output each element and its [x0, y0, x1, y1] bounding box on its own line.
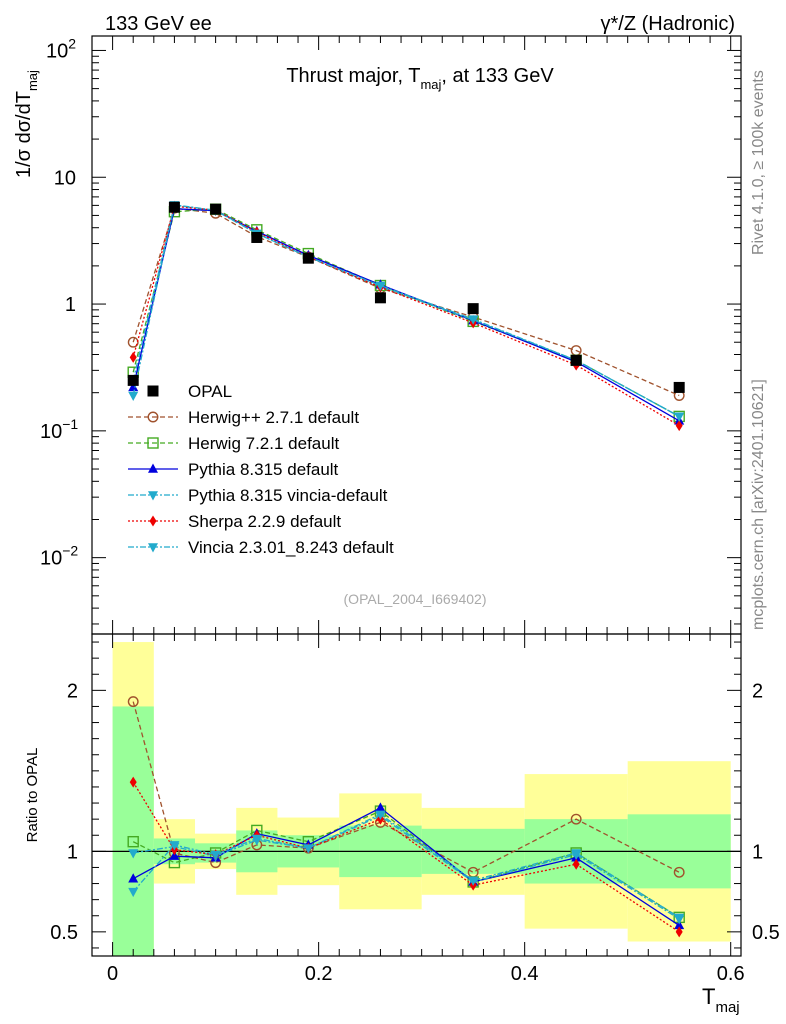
ratio-y-tick-label-right: 1 [752, 841, 763, 863]
main-y-tick-label: 10 [54, 167, 76, 189]
main-data-point [467, 303, 479, 315]
x-tick-label: 0.4 [511, 963, 539, 985]
legend-label: OPAL [188, 382, 232, 401]
legend-label: Herwig++ 2.7.1 default [188, 408, 359, 427]
ratio-series-2-point [128, 873, 139, 883]
legend-label: Herwig 7.2.1 default [188, 434, 339, 453]
main-data-point [374, 292, 386, 304]
main-series-5-point [375, 281, 386, 292]
main-series-4-point [129, 351, 137, 363]
x-axis-label: Tmaj [702, 984, 740, 1016]
ratio-series-0-point [570, 813, 582, 825]
ratio-y-axis-label: Ratio to OPAL [24, 748, 41, 843]
main-series-2-point [128, 381, 139, 392]
ratio-panel-series [127, 696, 685, 938]
ratio-series-line-4 [132, 781, 680, 933]
legend-marker [148, 463, 158, 473]
chart-title: Thrust major, Tmaj, at 133 GeV [286, 65, 554, 92]
main-data-point [168, 201, 180, 213]
header-left-label: 133 GeV ee [105, 13, 212, 35]
ratio-y-tick-label-right: 0.5 [752, 922, 780, 944]
header-right-label: γ*/Z (Hadronic) [601, 13, 735, 35]
ratio-y-tick-label: 2 [67, 680, 78, 702]
ratio-series-3-point [128, 849, 139, 859]
legend-marker [148, 491, 158, 501]
ratio-series-5-point [375, 810, 386, 820]
main-series-line-1 [132, 208, 680, 417]
ratio-series-5-point [251, 834, 262, 844]
legend-label: Sherpa 2.2.9 default [188, 512, 341, 531]
main-panel-series [127, 200, 685, 432]
legend-marker [147, 437, 159, 449]
main-data-point [302, 252, 314, 264]
legend-marker [149, 515, 157, 527]
legend-label: Pythia 8.315 default [188, 460, 339, 479]
main-series-4-point [675, 420, 683, 432]
ratio-series-5-point [674, 913, 685, 923]
main-series-5-point [468, 315, 479, 325]
main-y-axis-label: 1/σ dσ/dTmaj [13, 70, 40, 178]
ratio-series-5-point [210, 850, 221, 861]
x-tick-label: 0.2 [305, 963, 333, 985]
ratio-frame [91, 633, 742, 957]
main-data-point [210, 203, 222, 215]
ratio-y-tick-label-right: 2 [752, 680, 763, 702]
legend: OPAL Herwig++ 2.7.1 default Herwig 7.2.1 d… [128, 382, 394, 557]
ratio-series-2-point [169, 850, 180, 860]
ratio-y-tick-label: 0.5 [50, 922, 78, 944]
legend-marker [147, 411, 159, 423]
x-tick-label: 0 [107, 963, 118, 985]
main-y-tick-label: 10−2 [40, 543, 78, 570]
ratio-band-inner [112, 706, 154, 956]
mcplots-label: mcplots.cern.ch [arXiv:2401.10621] [750, 379, 767, 630]
ratio-series-5-point [571, 849, 582, 859]
ratio-series-5-point [468, 876, 479, 886]
ratio-series-4-point [129, 776, 137, 788]
main-y-tick-label: 10−1 [40, 416, 78, 443]
legend-label: Pythia 8.315 vincia-default [188, 486, 388, 505]
ratio-series-4-point [675, 926, 683, 938]
main-data-point [127, 374, 139, 386]
main-y-tick-label: 1 [65, 294, 76, 316]
ratio-series-4-point [572, 858, 580, 870]
ratio-series-0-point [673, 866, 685, 878]
ratio-y-tick-label: 1 [67, 841, 78, 863]
ratio-series-1-point [127, 835, 139, 848]
main-series-line-0 [132, 207, 680, 397]
main-data-point [251, 231, 263, 243]
main-series-5-point [128, 391, 139, 402]
ratio-series-2-point [674, 919, 685, 930]
legend-label: Vincia 2.3.01_8.243 default [188, 538, 394, 557]
analysis-watermark: (OPAL_2004_I669402) [344, 591, 487, 607]
ratio-series-0-point [127, 696, 139, 708]
main-y-tick-label: 102 [46, 35, 76, 62]
main-data-point [673, 381, 685, 393]
rivet-version-label: Rivet 4.1.0, ≥ 100k events [750, 70, 767, 255]
ratio-panel-axes: 0.5 0.5 1 1 2 2 0 0.2 0.4 0.6 [50, 633, 780, 985]
main-series-0-point [127, 336, 139, 348]
ratio-series-5-point [128, 887, 139, 898]
legend-marker [147, 385, 159, 397]
main-data-point [570, 354, 582, 366]
ratio-series-5-point [169, 841, 180, 851]
x-tick-label: 0.6 [717, 963, 745, 985]
ratio-series-2-point [375, 802, 386, 812]
main-series-5-point [674, 412, 685, 422]
ratio-series-5-point [303, 844, 314, 854]
legend-marker [148, 543, 158, 553]
